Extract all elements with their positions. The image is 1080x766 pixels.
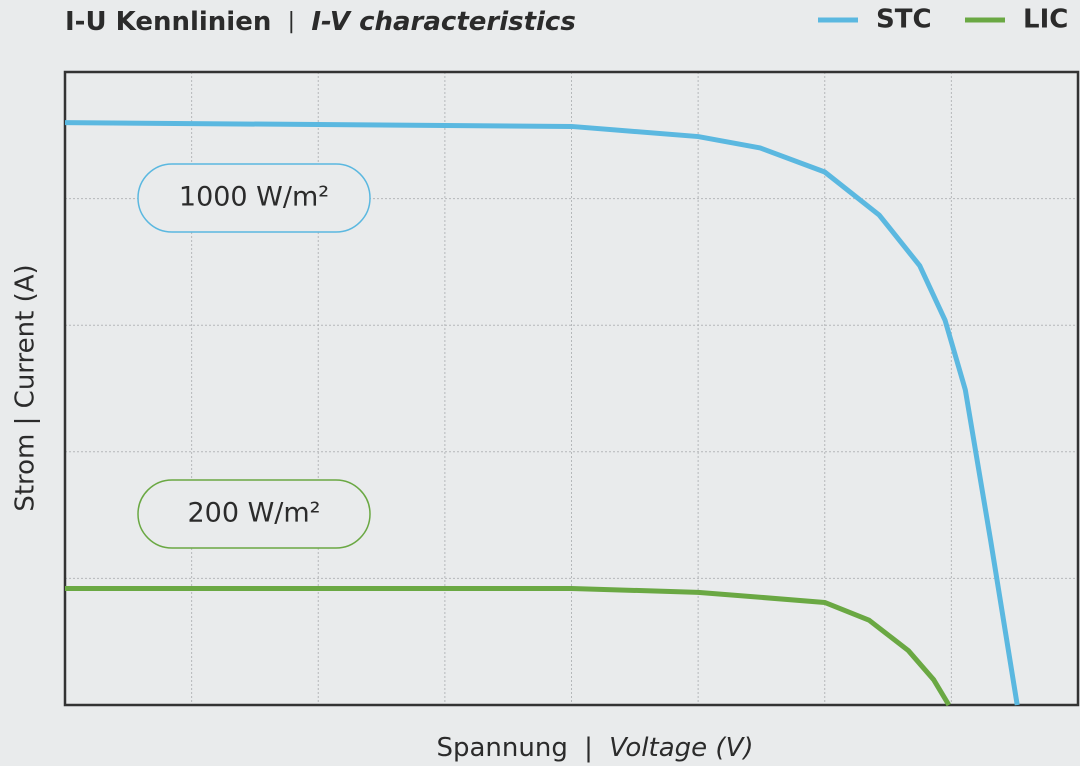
- annotation-pill: [137, 479, 371, 549]
- series-line: [65, 586, 951, 707]
- annotation-text: 1000 W/m²: [179, 182, 329, 213]
- series-line: [64, 120, 1020, 706]
- y-axis-label: Strom | Current (A): [11, 264, 41, 511]
- annotation-pill: [137, 163, 371, 233]
- legend-label: LIC: [1023, 5, 1068, 35]
- annotation: 200 W/m²: [137, 479, 371, 549]
- x-label-sep: |: [584, 733, 593, 763]
- x-axis-label: Spannung | Voltage (V): [436, 733, 753, 763]
- legend-label: STC: [876, 5, 932, 35]
- title-sep: |: [288, 9, 295, 34]
- annotation-text: 200 W/m²: [187, 498, 320, 529]
- x-label-en: Voltage (V): [609, 733, 753, 763]
- title-de: I-U Kennlinien: [65, 7, 271, 37]
- x-label-de: Spannung: [436, 733, 567, 763]
- plot-frame: [63, 70, 1080, 707]
- chart-title: I-U Kennlinien | I-V characteristics: [65, 7, 576, 37]
- annotation: 1000 W/m²: [137, 163, 371, 233]
- title-en: I-V characteristics: [311, 7, 576, 37]
